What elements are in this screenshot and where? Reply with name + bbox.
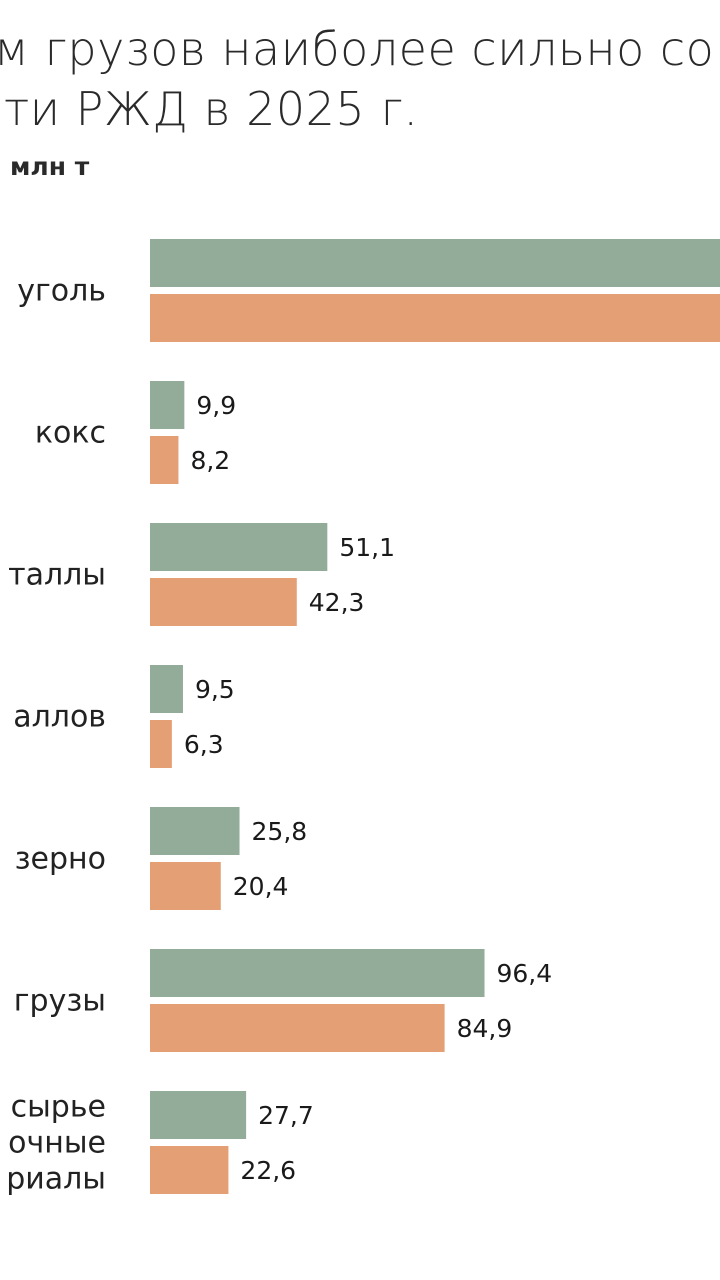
category-label: аллов bbox=[13, 700, 106, 735]
value-label: 51,1 bbox=[339, 533, 395, 562]
bar bbox=[150, 436, 179, 484]
bar bbox=[150, 523, 328, 571]
bar bbox=[150, 949, 485, 997]
bar bbox=[150, 807, 240, 855]
category-label: зерно bbox=[15, 842, 106, 877]
chart-title-line-2: ти РЖД в 2025 г. bbox=[4, 82, 419, 136]
category-label: грузы bbox=[14, 984, 106, 1019]
bar bbox=[150, 1091, 247, 1139]
bar bbox=[150, 862, 221, 910]
value-label: 6,3 bbox=[184, 730, 224, 759]
bar bbox=[150, 1004, 445, 1052]
value-label: 25,8 bbox=[252, 817, 308, 846]
value-label: 27,7 bbox=[258, 1101, 314, 1130]
value-label: 96,4 bbox=[497, 959, 553, 988]
value-label: 8,2 bbox=[190, 446, 230, 475]
category-label: таллы bbox=[8, 558, 106, 593]
category-label: уголь bbox=[17, 274, 106, 309]
bar bbox=[150, 381, 185, 429]
value-label: 22,6 bbox=[240, 1156, 296, 1185]
value-label: 9,5 bbox=[195, 675, 235, 704]
value-label: 9,9 bbox=[196, 391, 236, 420]
bar bbox=[150, 578, 297, 626]
bar bbox=[150, 1146, 229, 1194]
chart-title-line-1: м грузов наиболее сильно со bbox=[0, 22, 715, 76]
value-label: 42,3 bbox=[309, 588, 365, 617]
category-label: сырье bbox=[11, 1090, 106, 1125]
category-label: риалы bbox=[6, 1162, 106, 1197]
bar bbox=[150, 720, 172, 768]
bar bbox=[150, 665, 183, 713]
value-label: 20,4 bbox=[233, 872, 289, 901]
category-label: кокс bbox=[35, 416, 106, 451]
value-label: 84,9 bbox=[457, 1014, 513, 1043]
category-label: очные bbox=[8, 1126, 106, 1161]
unit-label: млн т bbox=[10, 152, 90, 181]
bar bbox=[150, 239, 720, 287]
bar bbox=[150, 294, 720, 342]
